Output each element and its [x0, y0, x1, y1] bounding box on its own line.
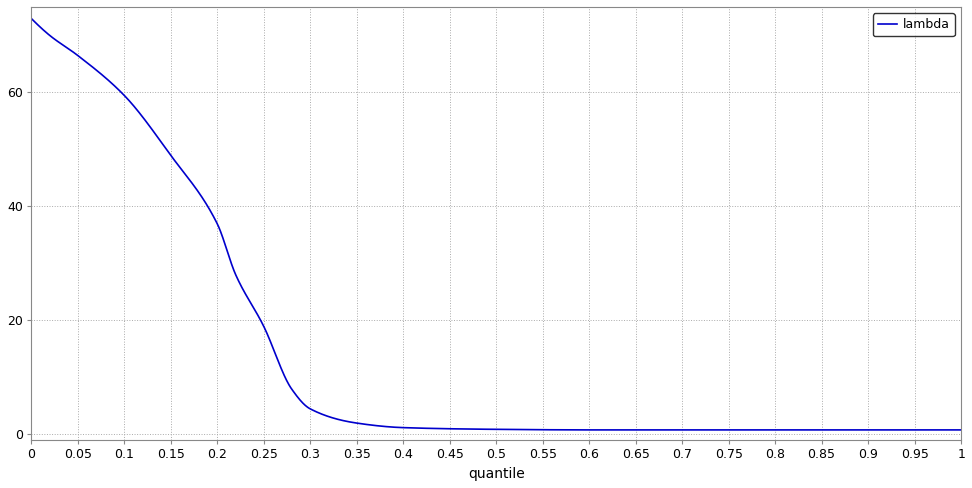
lambda [25, 16, 37, 21]
lambda [453, 426, 465, 432]
lambda [758, 427, 770, 433]
lambda [583, 427, 595, 433]
lambda [929, 427, 941, 433]
lambda [477, 427, 489, 432]
X-axis label: quantile: quantile [468, 467, 525, 481]
lambda [73, 53, 85, 59]
Line: lambda: lambda [31, 19, 961, 430]
Legend: lambda: lambda [873, 13, 955, 36]
lambda [955, 427, 967, 433]
lambda [928, 427, 940, 433]
